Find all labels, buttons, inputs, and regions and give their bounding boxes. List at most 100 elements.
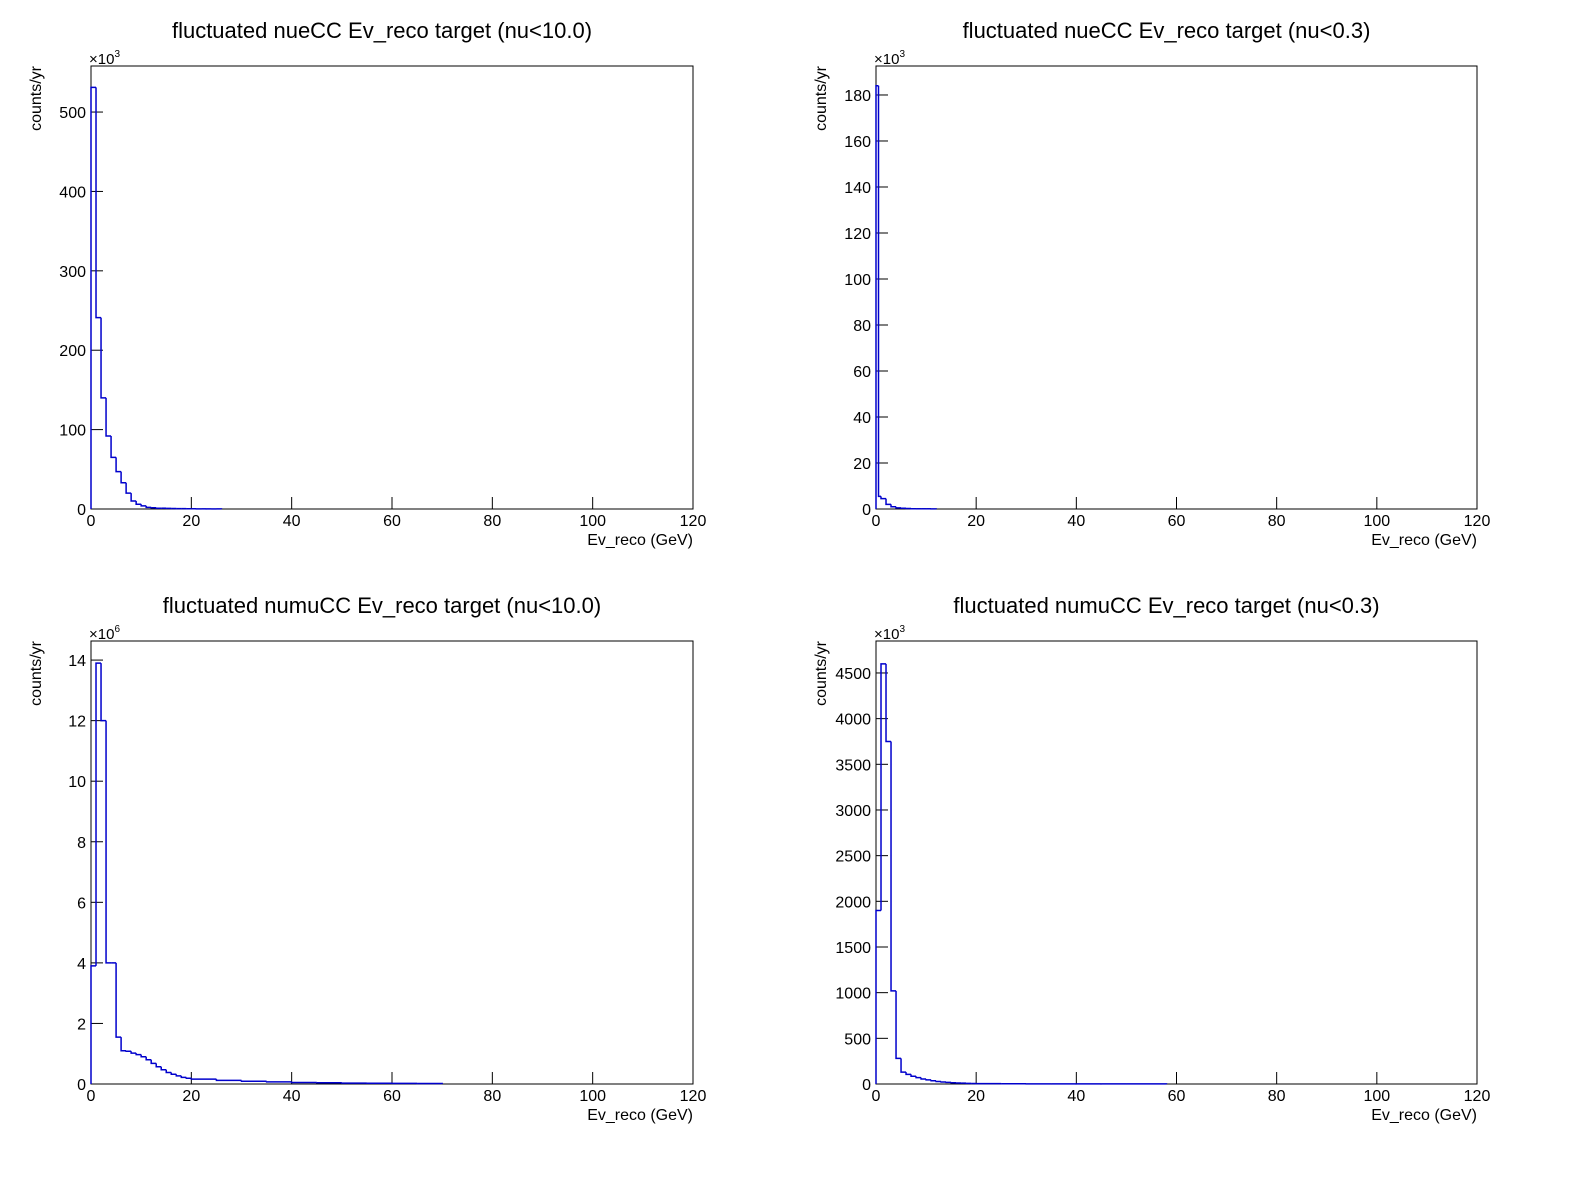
chart-title: fluctuated numuCC Ev_reco target (nu<10.…	[163, 593, 601, 618]
y-tick-label: 12	[68, 714, 86, 731]
x-tick-label: 20	[967, 513, 985, 530]
histogram-bin	[121, 1037, 126, 1051]
y-tick-label: 2500	[835, 849, 871, 866]
histogram-bin	[926, 1079, 931, 1080]
histogram-bin	[116, 963, 121, 1037]
histogram-bin	[921, 1078, 926, 1079]
y-tick-label: 1000	[835, 986, 871, 1003]
x-tick-label: 40	[1067, 1088, 1085, 1105]
histogram-bin	[191, 1078, 216, 1079]
y-tick-label: 180	[844, 88, 871, 105]
y-tick-label: 3500	[835, 757, 871, 774]
histogram-bin	[886, 664, 891, 742]
multiplier-exponent: 6	[114, 624, 120, 635]
y-tick-label: 14	[68, 653, 86, 670]
x-tick-label: 100	[1363, 513, 1390, 530]
histogram-bin	[901, 1058, 906, 1072]
x-axis-label: Ev_reco (GeV)	[1371, 1107, 1477, 1124]
y-tick-label: 2	[77, 1016, 86, 1033]
x-tick-label: 120	[1464, 513, 1491, 530]
histogram-bin	[146, 1057, 151, 1060]
histogram-bin	[131, 493, 136, 501]
y-tick-label: 500	[844, 1031, 871, 1048]
histogram-bin	[891, 741, 896, 990]
histogram-bin	[91, 966, 96, 1084]
chart-title: fluctuated nueCC Ev_reco target (nu<0.3)	[963, 18, 1371, 43]
y-multiplier: ×103	[874, 624, 905, 643]
x-tick-label: 0	[872, 1088, 881, 1105]
multiplier-exponent: 3	[114, 49, 120, 60]
y-tick-label: 10	[68, 774, 86, 791]
histogram-bin	[96, 663, 101, 966]
y-axis-label: counts/yr	[813, 640, 830, 706]
histogram-bin	[106, 721, 111, 963]
y-multiplier: ×106	[89, 624, 120, 643]
histogram-bin	[126, 1051, 131, 1052]
y-tick-label: 160	[844, 134, 871, 151]
y-tick-label: 200	[59, 343, 86, 360]
y-multiplier: ×103	[874, 49, 905, 68]
y-tick-label: 6	[77, 895, 86, 912]
x-tick-label: 20	[967, 1088, 985, 1105]
multiplier-base: ×10	[89, 626, 114, 643]
histogram-bin	[131, 1051, 136, 1053]
histogram-bin	[166, 1070, 171, 1073]
multiplier-exponent: 3	[899, 624, 905, 635]
x-tick-label: 20	[182, 513, 200, 530]
histogram-bin	[141, 1055, 146, 1057]
x-tick-label: 40	[1067, 513, 1085, 530]
x-axis-label: Ev_reco (GeV)	[1371, 532, 1477, 549]
x-axis-label: Ev_reco (GeV)	[587, 1107, 693, 1124]
multiplier-exponent: 3	[899, 49, 905, 60]
y-axis-label: counts/yr	[28, 640, 45, 706]
histogram-bin	[896, 991, 901, 1059]
x-tick-label: 40	[283, 513, 301, 530]
histogram-bin	[267, 1081, 292, 1082]
plot-frame	[876, 66, 1477, 509]
histogram-bin	[141, 504, 146, 506]
histogram-bin	[216, 1079, 241, 1080]
multiplier-base: ×10	[874, 626, 899, 643]
y-tick-label: 1500	[835, 940, 871, 957]
histogram-bin	[106, 398, 111, 436]
x-tick-label: 60	[1168, 513, 1186, 530]
x-tick-label: 100	[1363, 1088, 1390, 1105]
x-tick-label: 0	[872, 513, 881, 530]
histogram-bin	[101, 318, 106, 398]
x-tick-label: 80	[483, 1088, 501, 1105]
multiplier-base: ×10	[874, 51, 899, 68]
y-multiplier: ×103	[89, 49, 120, 68]
chart-title: fluctuated numuCC Ev_reco target (nu<0.3…	[953, 593, 1379, 618]
plot-frame	[91, 66, 693, 509]
histogram-bin	[941, 1081, 946, 1082]
histogram-bin	[181, 1076, 186, 1078]
histogram-bin	[146, 506, 151, 508]
panel: fluctuated nueCC Ev_reco target (nu<10.0…	[28, 18, 706, 549]
x-tick-label: 60	[1168, 1088, 1186, 1105]
y-tick-label: 3000	[835, 803, 871, 820]
y-tick-label: 0	[862, 502, 871, 519]
histogram-bin	[879, 86, 882, 497]
y-tick-label: 0	[77, 1077, 86, 1094]
histogram-bin	[896, 507, 901, 508]
x-tick-label: 40	[283, 1088, 301, 1105]
y-tick-label: 20	[853, 456, 871, 473]
y-tick-label: 4	[77, 956, 86, 973]
histogram-bin	[881, 664, 886, 911]
multiplier-base: ×10	[89, 51, 114, 68]
x-tick-label: 0	[87, 1088, 96, 1105]
y-tick-label: 140	[844, 180, 871, 197]
histogram-bin	[931, 1080, 936, 1081]
x-tick-label: 60	[383, 513, 401, 530]
x-tick-label: 120	[1464, 1088, 1491, 1105]
plot-frame	[91, 641, 693, 1084]
y-axis-label: counts/yr	[28, 65, 45, 131]
histogram-bin	[136, 1053, 141, 1055]
y-axis-label: counts/yr	[813, 65, 830, 131]
histogram-bin	[911, 1074, 916, 1076]
histogram-bin	[121, 472, 126, 483]
histogram-bin	[156, 1063, 161, 1066]
histogram-bin	[916, 1076, 921, 1077]
x-tick-label: 120	[680, 1088, 707, 1105]
y-tick-label: 100	[59, 423, 86, 440]
